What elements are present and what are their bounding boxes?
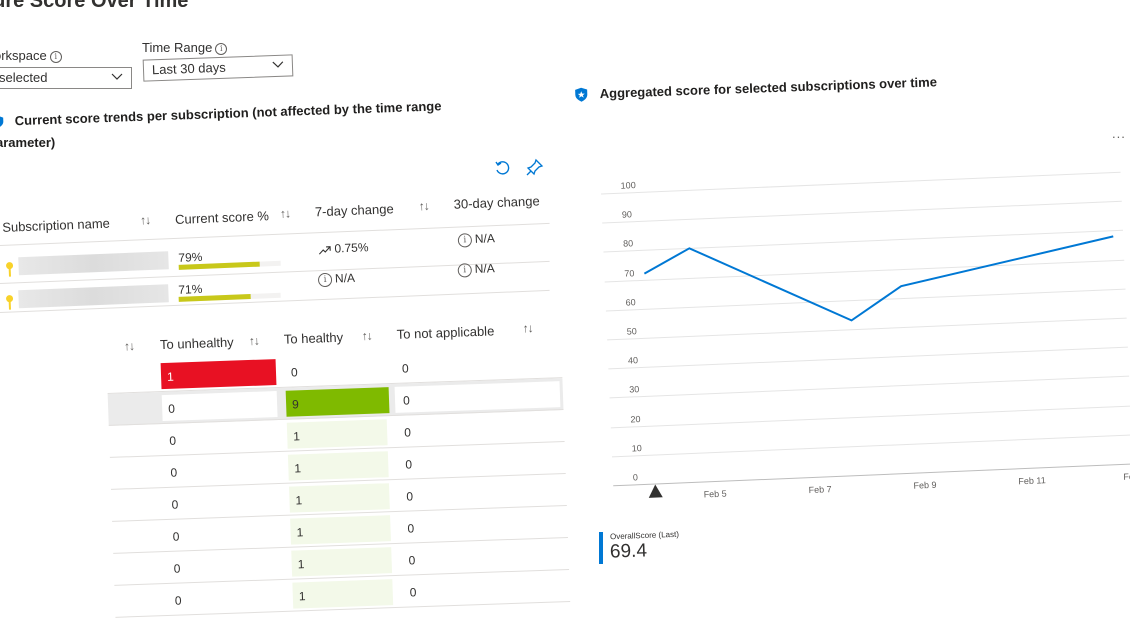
first-cell: 0 [167, 551, 283, 581]
first-column-value: 0 [171, 498, 178, 512]
left-section-header: Current score trends per subscription (n… [0, 97, 442, 131]
right-section-header: Aggregated score for selected subscripti… [573, 73, 937, 104]
info-icon: i [458, 263, 473, 278]
col-30day-change[interactable]: 30-day change [453, 193, 540, 211]
to-healthy-value: 1 [295, 493, 302, 507]
workspace-label: orkspacei [0, 48, 62, 63]
time-range-dropdown[interactable]: Last 30 days [143, 54, 294, 81]
unhealthy-bar: 1 [161, 359, 277, 389]
to-healthy-value: 1 [296, 525, 303, 539]
first-cell: 0 [162, 391, 278, 421]
info-icon: i [458, 233, 473, 248]
info-icon: i [50, 51, 62, 63]
series-line [643, 231, 1116, 329]
to-not-applicable-value: 0 [403, 393, 410, 407]
to-not-applicable-value: 0 [406, 489, 413, 503]
sort-icon[interactable]: ↑↓ [418, 199, 429, 213]
to-healthy-value: 0 [291, 365, 298, 379]
to-healthy-value: 1 [297, 557, 304, 571]
healthy-bar: 9 [286, 387, 390, 417]
first-cell: 0 [166, 519, 282, 549]
col-subscription-name[interactable]: Subscription name [2, 216, 110, 235]
metric-accent [599, 532, 603, 564]
col-to-healthy[interactable]: To healthy [284, 330, 344, 347]
info-icon: i [215, 43, 227, 55]
more-options-icon[interactable]: ... [1112, 126, 1126, 141]
first-column-value: 0 [169, 434, 176, 448]
line-chart-svg [590, 147, 1130, 529]
col-to-unhealthy[interactable]: To unhealthy [160, 335, 234, 353]
to-healthy-value: 1 [294, 461, 301, 475]
chevron-down-icon [111, 72, 123, 82]
healthy-cell: 1 [287, 419, 388, 448]
chevron-down-icon [272, 60, 284, 70]
to-unhealthy-value: 1 [167, 370, 174, 384]
to-healthy-value: 1 [293, 429, 300, 443]
healthy-cell: 1 [288, 451, 389, 480]
first-cell: 0 [164, 455, 280, 485]
healthy-cell: 1 [290, 515, 391, 544]
sort-icon[interactable]: ↑↓ [124, 339, 134, 353]
first-column-value: 0 [170, 466, 177, 480]
healthy-cell: 1 [291, 547, 392, 576]
time-marker-icon[interactable] [648, 484, 663, 498]
seven-day-change: 0.75% [318, 240, 369, 256]
to-not-applicable-value: 0 [410, 585, 417, 599]
sort-icon[interactable]: ↑↓ [280, 206, 291, 220]
trend-up-icon [318, 245, 331, 256]
to-not-applicable-value: 0 [402, 361, 409, 375]
page-title: cure Score Over Time [0, 0, 188, 13]
sort-icon[interactable]: ↑↓ [362, 329, 372, 343]
first-column-value: 0 [172, 530, 179, 544]
col-to-not-applicable[interactable]: To not applicable [396, 323, 494, 341]
workspace-dropdown[interactable]: selected [0, 67, 132, 89]
subscription-name-redacted [18, 251, 169, 275]
left-section-title: Current score trends per subscription (n… [14, 98, 441, 128]
to-not-applicable-value: 0 [407, 521, 414, 535]
first-cell: 0 [165, 487, 281, 517]
healthy-cell: 0 [285, 355, 386, 384]
to-healthy-value: 1 [299, 589, 306, 603]
shield-icon [573, 86, 590, 103]
first-column-value: 0 [168, 402, 175, 416]
metric-value: 69.4 [610, 540, 648, 563]
to-not-applicable-value: 0 [404, 425, 411, 439]
to-healthy-value: 9 [292, 397, 299, 411]
workspace-value: selected [0, 70, 47, 85]
sort-icon[interactable]: ↑↓ [522, 321, 532, 335]
key-icon [4, 294, 15, 310]
current-score-value: 79% [178, 250, 203, 265]
shield-icon [0, 114, 5, 128]
col-current-score[interactable]: Current score % [175, 208, 269, 227]
sort-icon[interactable]: ↑↓ [249, 334, 259, 348]
right-section-title: Aggregated score for selected subscripti… [599, 74, 937, 101]
to-not-applicable-value: 0 [405, 457, 412, 471]
key-icon [4, 261, 15, 277]
change-table: ↑↓ To unhealthy ↑↓ To healthy ↑↓ To not … [105, 302, 575, 608]
first-column-value: 0 [175, 594, 182, 608]
current-score-value: 71% [178, 282, 203, 297]
to-not-applicable-value: 0 [408, 553, 415, 567]
first-cell: 0 [163, 423, 279, 453]
healthy-cell: 1 [289, 483, 390, 512]
first-cell: 0 [168, 583, 284, 613]
healthy-cell: 1 [292, 579, 393, 608]
sort-icon[interactable]: ↑↓ [140, 213, 151, 227]
refresh-icon[interactable] [494, 160, 510, 176]
col-7day-change[interactable]: 7-day change [315, 201, 394, 219]
not-applicable-cell [395, 381, 561, 413]
info-icon: i [318, 273, 333, 288]
subscription-name-redacted [18, 284, 169, 308]
first-column-value: 0 [174, 562, 181, 576]
time-range-value: Last 30 days [152, 60, 226, 78]
left-section-title-cont: arameter) [0, 135, 55, 150]
